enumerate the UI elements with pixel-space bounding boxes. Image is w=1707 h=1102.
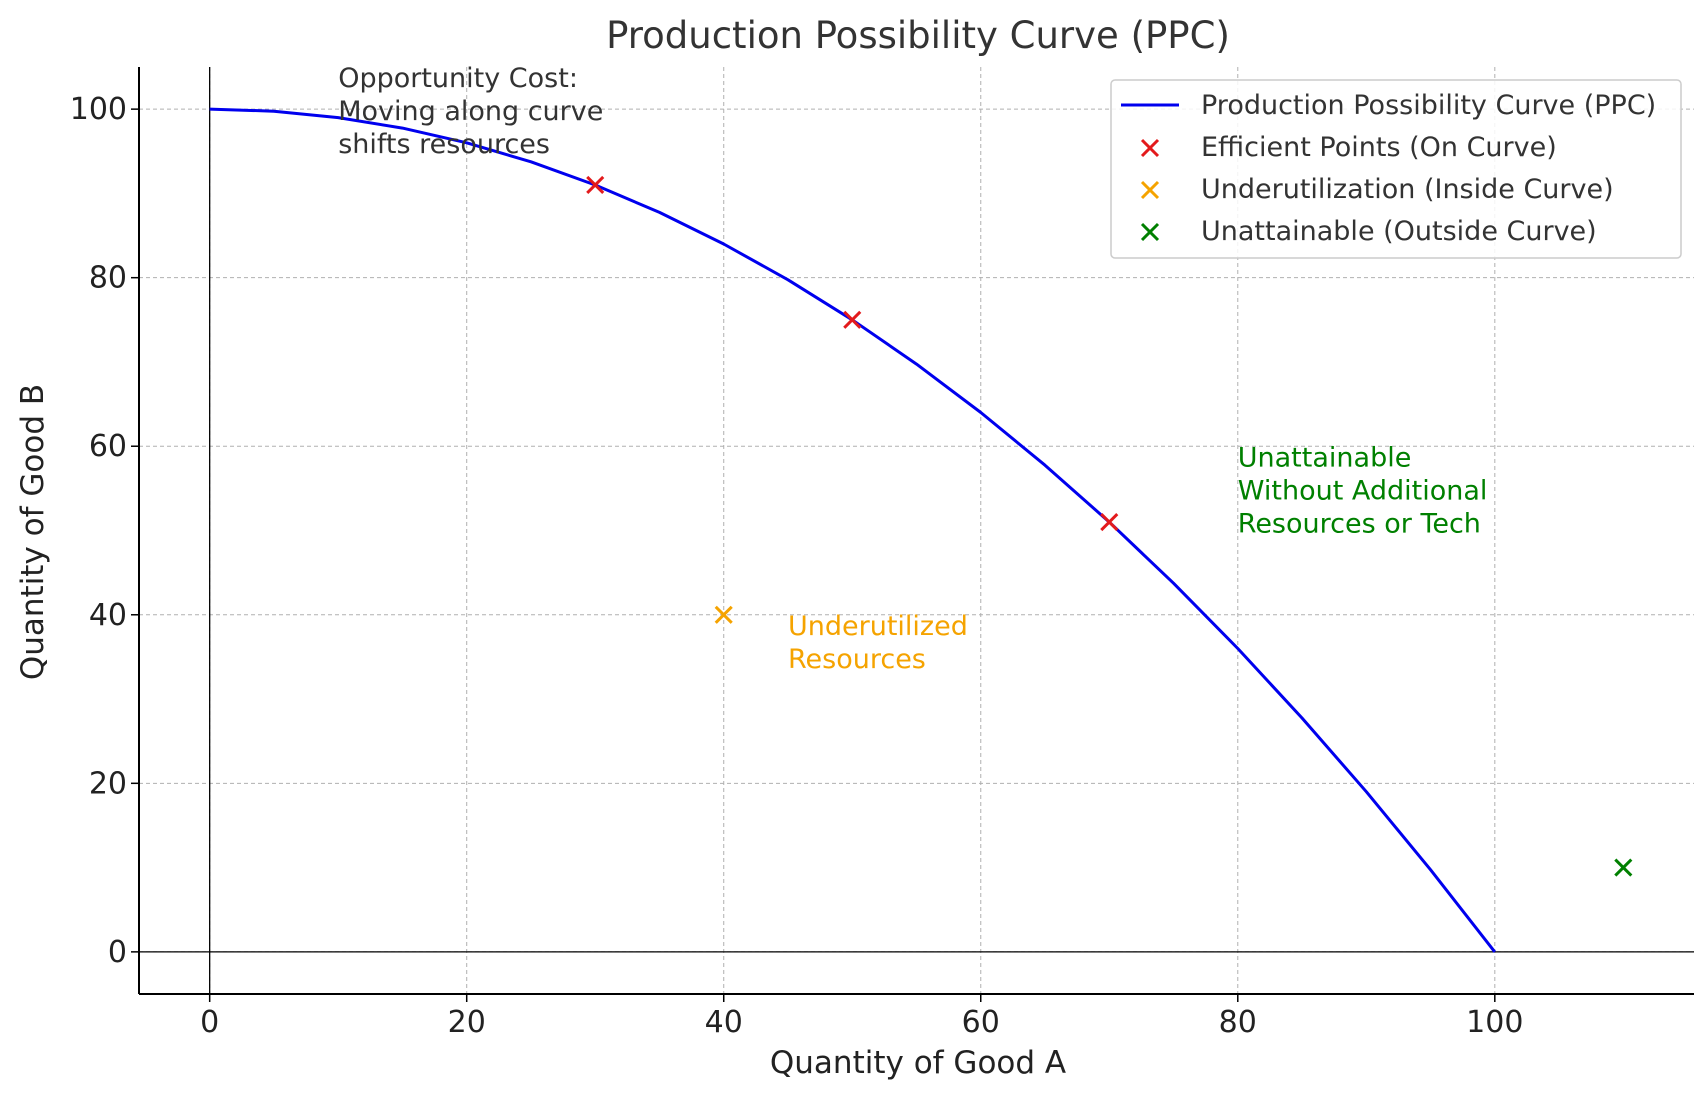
legend-label: Efficient Points (On Curve): [1201, 132, 1557, 163]
efficient-point: [843, 310, 862, 329]
unattainable-point: [1614, 858, 1633, 877]
marker-stroke: [1614, 858, 1633, 877]
marker-stroke: [1140, 180, 1160, 200]
marker-stroke: [714, 605, 733, 624]
annotation-line: Moving along curve: [338, 96, 603, 127]
annotation-unattainable: Unattainable Without Additional Resources …: [1238, 442, 1488, 539]
x-tick-label: 100: [1466, 1005, 1523, 1040]
chart-title: Production Possibility Curve (PPC): [606, 14, 1230, 57]
y-tick-label: 100: [70, 92, 127, 127]
legend-label: Underutilization (Inside Curve): [1201, 174, 1614, 205]
annotation-underutilized: Underutilized Resources: [788, 611, 968, 675]
annotation-line: Without Additional: [1238, 475, 1488, 506]
marker-stroke: [1100, 513, 1119, 532]
annotation-opportunity-cost: Opportunity Cost: Moving along curve shift…: [338, 63, 603, 160]
annotation-line: Unattainable: [1238, 442, 1412, 473]
annotations: Opportunity Cost: Moving along curve shift…: [338, 63, 1487, 675]
efficient-point: [586, 175, 605, 195]
x-tick-label: 80: [1219, 1005, 1257, 1040]
annotation-line: Resources: [788, 644, 926, 675]
marker-stroke: [843, 310, 862, 329]
y-axis-label: Quantity of Good B: [15, 384, 51, 680]
legend-entry-underutilization: Underutilization (Inside Curve): [1140, 174, 1614, 205]
y-tick-label: 60: [89, 429, 127, 464]
annotation-line: shifts resources: [338, 129, 550, 160]
legend-label: Unattainable (Outside Curve): [1201, 216, 1597, 247]
y-tick-label: 40: [89, 598, 127, 633]
legend-box: [1110, 79, 1682, 259]
marker-stroke: [1140, 222, 1160, 242]
y-tick-label: 20: [89, 766, 127, 801]
annotation-line: Opportunity Cost:: [338, 63, 578, 94]
zero-reference-lines: [139, 67, 1694, 994]
x-tick-label: 20: [448, 1005, 486, 1040]
annotation-line: Underutilized: [788, 611, 968, 642]
legend-marker-swatch: [1140, 138, 1160, 158]
x-tick-label: 60: [962, 1005, 1000, 1040]
series-layer: [209, 107, 1633, 953]
x-axis-label: Quantity of Good A: [770, 1045, 1066, 1081]
marker-stroke: [1140, 138, 1160, 158]
underutilized-point: [714, 605, 733, 624]
efficient-point: [1100, 513, 1119, 532]
legend-marker-swatch: [1140, 222, 1160, 242]
legend-label: Production Possibility Curve (PPC): [1201, 90, 1656, 121]
legend-entry-ppc: Production Possibility Curve (PPC): [1121, 90, 1656, 121]
y-tick-label: 80: [89, 261, 127, 296]
legend-entry-efficient: Efficient Points (On Curve): [1140, 132, 1557, 163]
annotation-line: Resources or Tech: [1238, 508, 1481, 539]
x-tick-label: 40: [705, 1005, 743, 1040]
y-tick-label: 0: [108, 935, 127, 970]
marker-stroke: [586, 175, 605, 195]
legend: Production Possibility Curve (PPC) Effici…: [1110, 79, 1682, 259]
legend-entry-unattainable: Unattainable (Outside Curve): [1140, 216, 1597, 247]
legend-marker-swatch: [1140, 180, 1160, 200]
axis-ticks: 0 20 40 60 80 100 0 20 40 60 80 100: [70, 92, 1524, 1040]
axes-spines: [138, 67, 1694, 995]
x-tick-label: 0: [200, 1005, 219, 1040]
